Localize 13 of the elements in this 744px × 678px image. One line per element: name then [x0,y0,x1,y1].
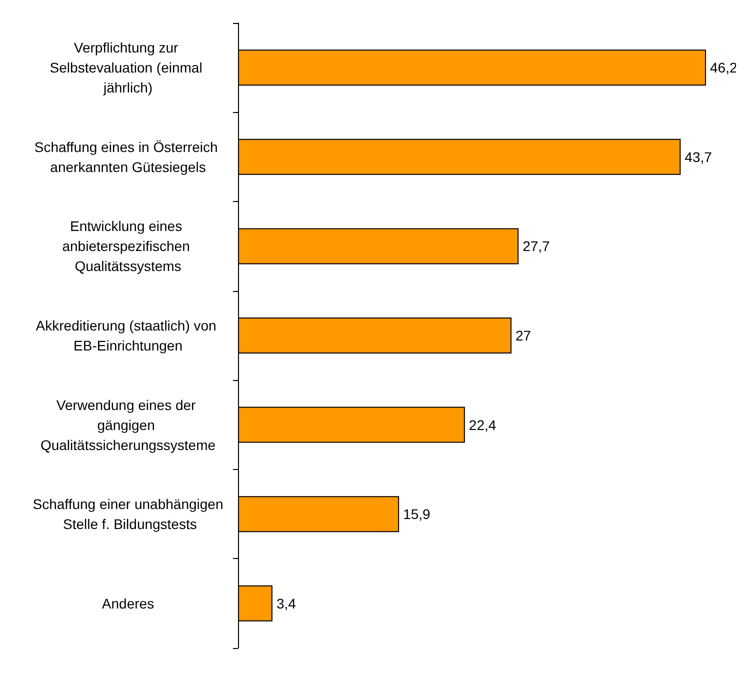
data-label: 27,7 [522,238,550,254]
data-label: 3,4 [276,595,296,612]
y-tick-label: Schaffung einer unabhängigen Stelle f. Bildungstests [32,496,224,532]
data-label: 15,9 [403,506,431,522]
y-tick-label: Schaffung eines in Österreich anerkannten Gütesiegels [34,138,222,175]
y-tick-label: Akkreditierung (staatlich) von EB-Einrichtungen [36,318,220,354]
y-tick-label: Verpflichtung zur Selbstevaluation (einmal jährlich) [50,40,206,96]
y-tick-label: Anderes [102,595,154,612]
data-label: 22,4 [468,416,496,433]
data-label: 27 [516,328,532,344]
y-tick-label: Entwicklung eines anbieterspezifischen Qualitätssystems [62,218,194,274]
y-tick-label: Verwendung eines der gängigen Qualitätssicherungssysteme [40,396,216,453]
data-label: 43,7 [684,148,712,165]
